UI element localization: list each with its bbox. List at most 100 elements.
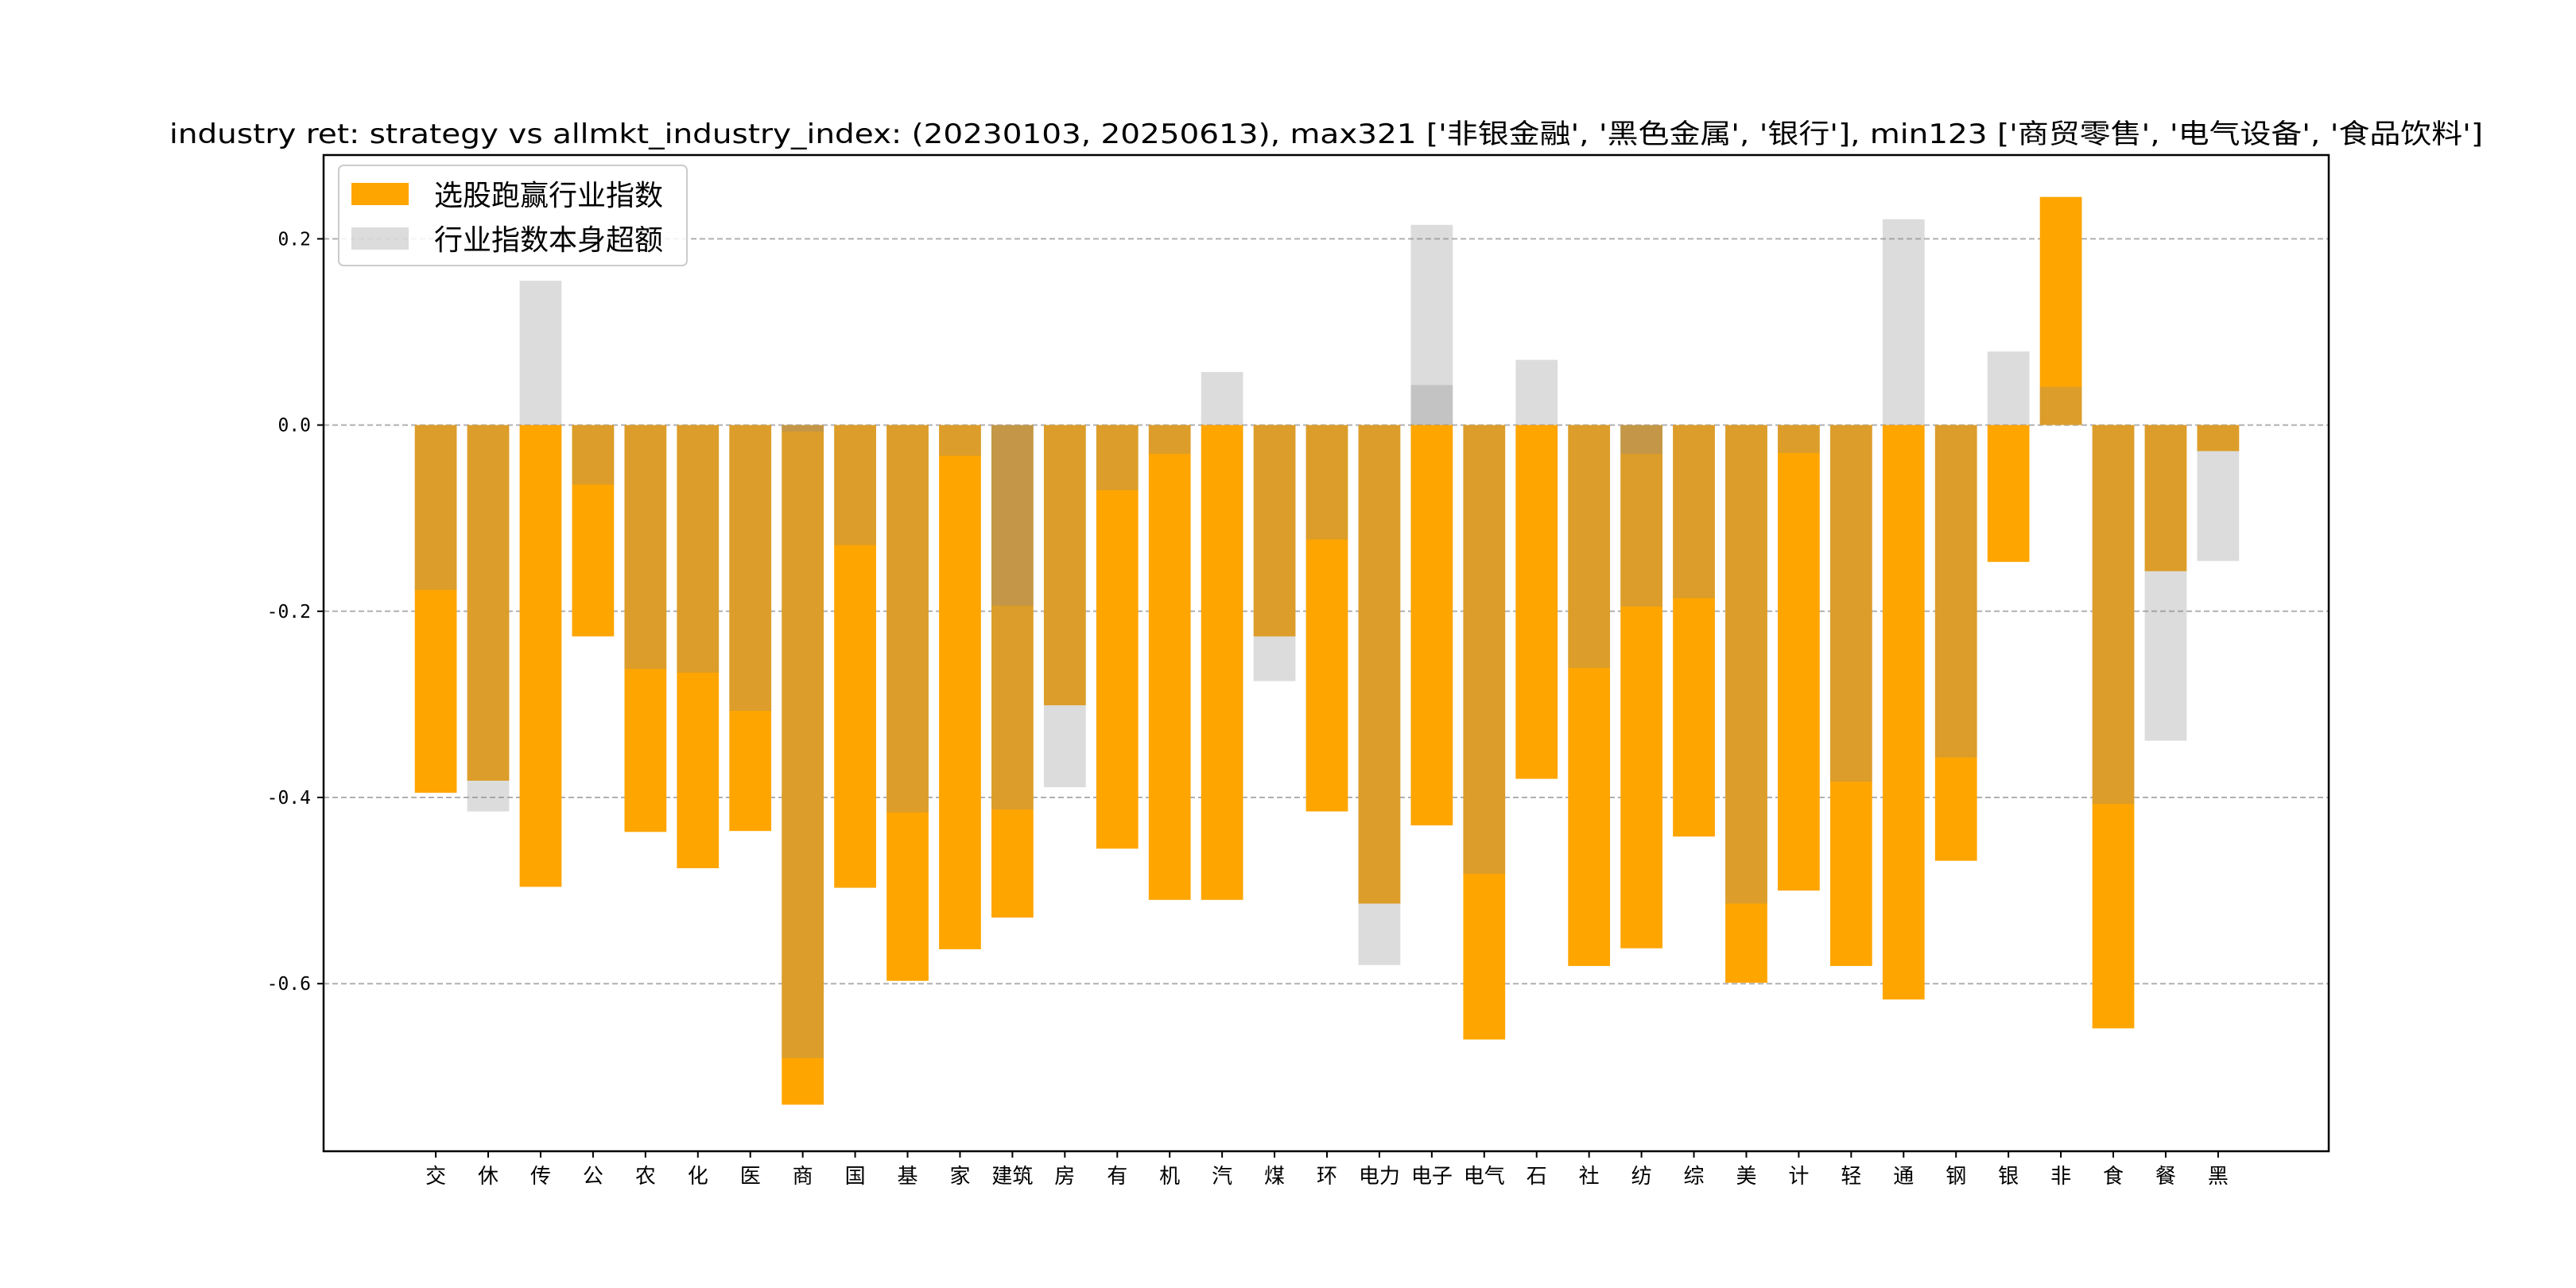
x-tick-label: 建筑: [991, 1165, 1033, 1189]
x-tick-label: 综: [1684, 1165, 1705, 1189]
bar-index-电子: [1410, 385, 1453, 425]
bar-index-休: [467, 425, 510, 812]
y-tick-label: 0.0: [277, 416, 311, 436]
x-tick-label: 纺: [1631, 1165, 1652, 1189]
x-tick-label: 农: [635, 1165, 656, 1189]
bar-index-交: [414, 425, 457, 590]
bar-strategy-钢: [1934, 425, 1977, 861]
x-tick-label: 有: [1107, 1165, 1127, 1189]
bar-index-国: [834, 425, 876, 545]
bar-index-轻: [1829, 425, 1872, 782]
legend-swatch-strategy: [351, 183, 409, 205]
bar-strategy-有: [1096, 425, 1139, 849]
bar-index-黑: [2197, 425, 2240, 561]
bar-index-社: [1568, 425, 1611, 669]
x-tick-label: 房: [1054, 1165, 1075, 1189]
bar-index-有: [1096, 425, 1139, 491]
y-axis-ticks: 0.2 0.0 -0.2 -0.4 -0.6: [267, 229, 324, 995]
bar-strategy-通: [1882, 425, 1925, 1000]
bar-index-纺: [1620, 425, 1662, 454]
bar-index-商: [782, 425, 824, 432]
x-tick-label: 钢: [1946, 1165, 1966, 1189]
bar-strategy-交: [414, 425, 457, 793]
bar-index-钢: [1934, 425, 1977, 758]
x-tick-label: 石: [1527, 1165, 1547, 1189]
y-tick-label: -0.4: [267, 788, 311, 809]
x-tick-label: 交: [425, 1165, 446, 1189]
x-tick-label: 基: [898, 1165, 918, 1189]
bar-index-电气: [1463, 425, 1506, 875]
bar-strategy-农: [624, 425, 667, 832]
bar-strategy-商: [782, 425, 824, 1105]
y-tick-label: -0.6: [267, 974, 311, 995]
bar-strategy-石: [1515, 425, 1558, 779]
bar-index-纺: [1620, 425, 1662, 607]
bar-strategy-汽: [1201, 425, 1243, 900]
bar-index-美: [1725, 425, 1767, 904]
bar-index-银: [1987, 351, 2030, 425]
bar-index-传: [519, 281, 562, 425]
x-tick-label: 国: [845, 1165, 866, 1189]
bar-strategy-建筑: [991, 425, 1034, 918]
x-tick-label: 美: [1736, 1165, 1756, 1189]
bar-strategy-黑: [2197, 425, 2240, 452]
bar-strategy-餐: [2144, 425, 2187, 572]
x-tick-label: 家: [949, 1165, 970, 1189]
chart-title: industry ret: strategy vs allmkt_industr…: [169, 118, 2483, 150]
bar-index-建筑: [991, 425, 1034, 810]
y-tick-label: -0.2: [267, 602, 311, 623]
bars: [414, 196, 2240, 1105]
bar-index-公: [572, 425, 615, 485]
y-tick-label: 0.2: [277, 229, 311, 250]
bar-strategy-家: [939, 425, 981, 949]
x-tick-label: 通: [1893, 1165, 1914, 1189]
bar-strategy-房: [1043, 425, 1086, 706]
bar-strategy-电气: [1463, 425, 1506, 1040]
x-tick-label: 汽: [1212, 1165, 1232, 1189]
x-tick-label: 餐: [2155, 1165, 2176, 1189]
bar-strategy-国: [834, 425, 876, 888]
bar-index-环: [1305, 425, 1348, 540]
bar-index-煤: [1253, 425, 1296, 681]
x-tick-label: 化: [688, 1165, 708, 1189]
bar-strategy-煤: [1253, 425, 1296, 637]
x-tick-label: 电力: [1359, 1165, 1400, 1189]
bar-index-机: [1148, 425, 1191, 454]
legend-label-strategy: 选股跑赢行业指数: [434, 180, 663, 212]
bar-index-非: [2039, 386, 2082, 425]
x-tick-label: 电子: [1411, 1165, 1453, 1189]
legend-swatch-index: [351, 227, 409, 250]
bar-index-化: [677, 425, 720, 673]
x-tick-label: 煤: [1264, 1165, 1285, 1189]
x-tick-label: 非: [2050, 1165, 2071, 1189]
x-tick-label: 黑: [2208, 1165, 2229, 1189]
bar-index-计: [1778, 425, 1820, 453]
x-tick-label: 银: [1998, 1165, 2019, 1189]
x-tick-label: 环: [1317, 1165, 1337, 1189]
x-tick-label: 公: [583, 1165, 603, 1189]
x-axis-ticks: 交 休 传 公 农 化 医 商 国 基 家建筑房 有 机 汽 煤 环电力 电子 电气石 社 纺 综 美 计 轻 通 钢 银 非 食 餐 黑: [425, 1151, 2229, 1189]
bar-index-通: [1882, 219, 1925, 425]
bar-strategy-环: [1305, 425, 1348, 812]
bar-index-建筑: [991, 425, 1034, 606]
x-tick-label: 商: [793, 1165, 813, 1189]
bar-strategy-社: [1568, 425, 1611, 966]
bar-strategy-食: [2092, 425, 2135, 1029]
bar-strategy-电子: [1410, 425, 1453, 826]
bar-index-商: [782, 425, 824, 1058]
bar-index-房: [1043, 425, 1086, 788]
bar-strategy-化: [677, 425, 720, 869]
bar-strategy-电力: [1358, 425, 1401, 904]
bar-strategy-纺: [1620, 425, 1662, 949]
bar-strategy-基: [886, 425, 929, 981]
bar-strategy-公: [572, 425, 615, 637]
bar-strategy-美: [1725, 425, 1767, 983]
x-tick-label: 电气: [1464, 1165, 1505, 1189]
legend: 选股跑赢行业指数 行业指数本身超额: [338, 165, 688, 266]
x-tick-label: 机: [1159, 1165, 1180, 1189]
bar-index-基: [886, 425, 929, 813]
bar-index-医: [729, 425, 772, 712]
bar-strategy-传: [519, 425, 562, 887]
bar-strategy-休: [467, 425, 510, 781]
